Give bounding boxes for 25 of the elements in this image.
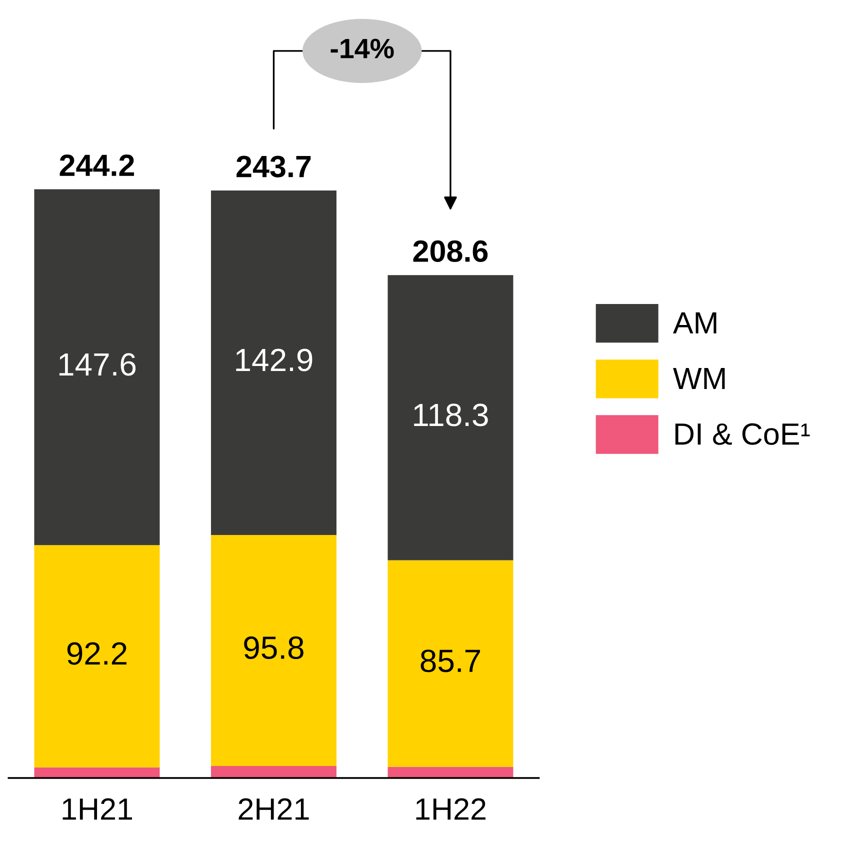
bar bbox=[34, 545, 160, 768]
legend-label: DI & CoE¹ bbox=[675, 423, 810, 445]
data-label: 92.2 bbox=[67, 642, 126, 665]
total-label: 244.2 bbox=[60, 154, 134, 176]
legend-label: AM bbox=[672, 312, 716, 334]
x-tick-label: 1H21 bbox=[62, 798, 132, 820]
data-label: 95.8 bbox=[244, 636, 304, 660]
bar bbox=[34, 767, 160, 778]
data-label: 142.9 bbox=[236, 348, 312, 372]
legend-label: WM bbox=[673, 368, 725, 389]
bar bbox=[210, 190, 336, 535]
bar bbox=[210, 534, 336, 766]
bar bbox=[388, 275, 514, 560]
bar bbox=[388, 766, 514, 778]
data-label: 118.3 bbox=[414, 404, 488, 426]
text: -14% bbox=[330, 38, 394, 58]
total-label: 243.7 bbox=[236, 156, 311, 178]
data-label: 85.7 bbox=[420, 650, 480, 672]
x-tick-label: 1H22 bbox=[416, 798, 486, 820]
total-label: 208.6 bbox=[413, 240, 488, 262]
bar bbox=[210, 766, 336, 778]
bar bbox=[388, 560, 514, 767]
bar bbox=[34, 189, 160, 546]
data-label: 147.6 bbox=[59, 353, 136, 376]
x-tick-label: 2H21 bbox=[238, 798, 309, 820]
